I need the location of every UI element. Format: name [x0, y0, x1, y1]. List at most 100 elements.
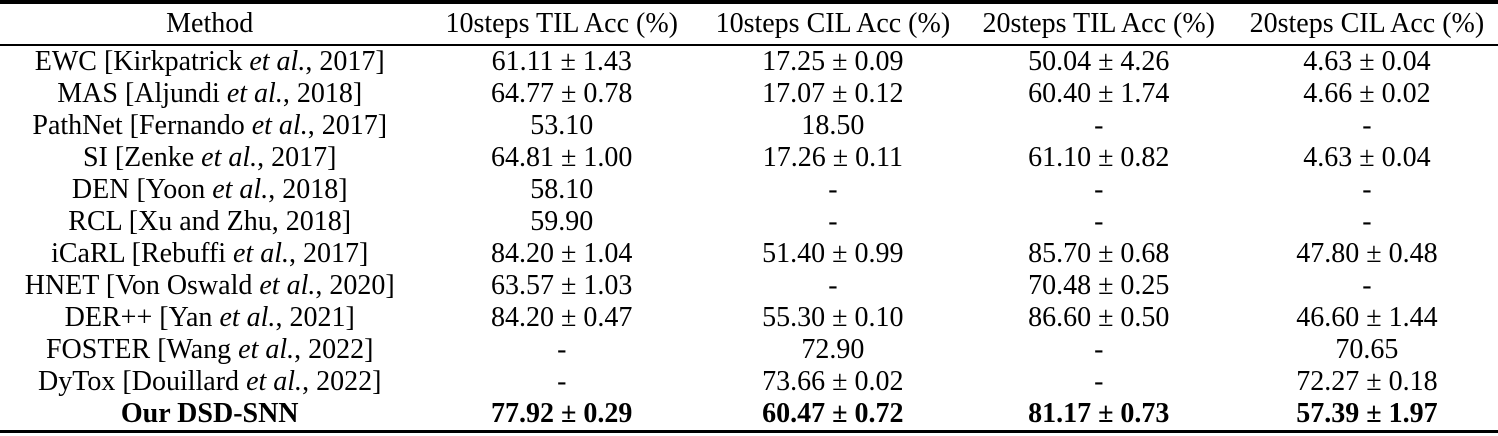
- method-name: DyTox [Douillard: [38, 366, 247, 397]
- method-cell: DER++ [Yan et al., 2021]: [0, 302, 419, 334]
- value-cell-10steps-cil: 18.50: [801, 110, 865, 141]
- table-header: Method 10steps TIL Acc (%) 10steps CIL A…: [0, 2, 1498, 46]
- method-cell: PathNet [Fernando et al., 2017]: [0, 110, 419, 142]
- method-cell: iCaRL [Rebuffi et al., 2017]: [0, 238, 419, 270]
- value-cell-20steps-cil: 4.66 ± 0.02: [1303, 78, 1431, 109]
- value-cell-20steps-cil: -: [1362, 110, 1372, 141]
- value-cell-10steps-til: 63.57 ± 1.03: [491, 270, 633, 301]
- method-cell: FOSTER [Wang et al., 2022]: [0, 334, 419, 366]
- value-cell-10steps-cil: 51.40 ± 0.99: [762, 238, 904, 269]
- value-cell-20steps-til: 86.60 ± 0.50: [1028, 302, 1170, 333]
- method-etal: et al.: [251, 110, 308, 141]
- value-cell-10steps-cil: -: [828, 270, 838, 301]
- method-name: SI [Zenke: [82, 142, 202, 173]
- value-cell-20steps-til: -: [1094, 334, 1104, 365]
- value-cell-10steps-til: 64.81 ± 1.00: [491, 142, 633, 173]
- table-row: Our DSD-SNN 77.92 ± 0.29 60.47 ± 0.72 81…: [0, 398, 1498, 432]
- table-row: MAS [Aljundi et al., 2018] 64.77 ± 0.78 …: [0, 78, 1498, 110]
- column-header-10steps-cil: 10steps CIL Acc (%): [704, 2, 962, 46]
- method-cell: DyTox [Douillard et al., 2022]: [0, 366, 419, 398]
- method-name: PathNet [Fernando: [32, 110, 252, 141]
- method-name: FOSTER [Wang: [45, 334, 239, 365]
- method-etal: et al.: [201, 142, 258, 173]
- value-cell-10steps-cil: 17.07 ± 0.12: [762, 78, 904, 109]
- method-cell: Our DSD-SNN: [0, 398, 419, 432]
- method-name: HNET [Von Oswald: [24, 270, 260, 301]
- method-name: MAS [Aljundi: [57, 78, 227, 109]
- method-cell: MAS [Aljundi et al., 2018]: [0, 78, 419, 110]
- value-cell-10steps-til: 64.77 ± 0.78: [491, 78, 633, 109]
- column-header-10steps-til: 10steps TIL Acc (%): [419, 2, 705, 46]
- method-etal: et al.: [259, 270, 316, 301]
- table-row: PathNet [Fernando et al., 2017] 53.10 18…: [0, 110, 1498, 142]
- method-name-suffix: , 2018]: [282, 78, 363, 109]
- value-cell-20steps-cil: 47.80 ± 0.48: [1296, 238, 1438, 269]
- value-cell-20steps-cil: 57.39 ± 1.97: [1296, 398, 1438, 429]
- method-name-suffix: , 2017]: [289, 238, 369, 269]
- method-name-suffix: , 2018]: [268, 174, 348, 205]
- method-name-suffix: , 2022]: [294, 334, 374, 365]
- value-cell-10steps-til: 84.20 ± 1.04: [491, 238, 633, 269]
- column-header-20steps-til: 20steps TIL Acc (%): [961, 2, 1236, 46]
- value-cell-10steps-til: 84.20 ± 0.47: [491, 302, 633, 333]
- value-cell-10steps-til: -: [557, 334, 567, 365]
- header-row: Method 10steps TIL Acc (%) 10steps CIL A…: [0, 2, 1498, 46]
- method-etal: et al.: [246, 366, 303, 397]
- value-cell-20steps-til: 70.48 ± 0.25: [1028, 270, 1170, 301]
- method-etal: et al.: [233, 238, 290, 269]
- method-etal: et al.: [212, 174, 269, 205]
- column-header-method: Method: [0, 2, 420, 46]
- value-cell-10steps-cil: 72.90: [801, 334, 865, 365]
- method-name: DEN [Yoon: [71, 174, 213, 205]
- method-cell: SI [Zenke et al., 2017]: [0, 142, 419, 174]
- method-cell: HNET [Von Oswald et al., 2020]: [0, 270, 419, 302]
- method-cell: DEN [Yoon et al., 2018]: [0, 174, 419, 206]
- value-cell-20steps-til: 61.10 ± 0.82: [1028, 142, 1170, 173]
- value-cell-10steps-cil: -: [828, 206, 838, 237]
- value-cell-20steps-cil: 70.65: [1335, 334, 1399, 365]
- value-cell-20steps-til: -: [1094, 110, 1104, 141]
- value-cell-20steps-cil: 4.63 ± 0.04: [1303, 46, 1431, 77]
- value-cell-10steps-cil: 73.66 ± 0.02: [762, 366, 904, 397]
- value-cell-20steps-cil: 72.27 ± 0.18: [1296, 366, 1438, 397]
- method-name-suffix: , 2021]: [275, 302, 355, 333]
- method-name-suffix: , 2017]: [257, 142, 337, 173]
- table-row: DyTox [Douillard et al., 2022] - 73.66 ±…: [0, 366, 1498, 398]
- value-cell-10steps-cil: 17.26 ± 0.11: [762, 142, 904, 173]
- value-cell-10steps-cil: 60.47 ± 0.72: [762, 398, 904, 429]
- method-name: EWC [Kirkpatrick: [34, 46, 250, 77]
- table-row: iCaRL [Rebuffi et al., 2017] 84.20 ± 1.0…: [0, 238, 1498, 270]
- value-cell-20steps-cil: -: [1362, 270, 1372, 301]
- table-row: FOSTER [Wang et al., 2022] - 72.90 - 70.…: [0, 334, 1498, 366]
- method-cell: EWC [Kirkpatrick et al., 2017]: [0, 45, 419, 78]
- method-name-suffix: , 2020]: [315, 270, 395, 301]
- value-cell-10steps-til: 77.92 ± 0.29: [491, 398, 633, 429]
- method-etal: et al.: [226, 78, 283, 109]
- table-row: DER++ [Yan et al., 2021] 84.20 ± 0.47 55…: [0, 302, 1498, 334]
- value-cell-20steps-til: 81.17 ± 0.73: [1028, 398, 1170, 429]
- value-cell-10steps-til: -: [557, 366, 567, 397]
- value-cell-10steps-cil: 55.30 ± 0.10: [762, 302, 904, 333]
- table-row: SI [Zenke et al., 2017] 64.81 ± 1.00 17.…: [0, 142, 1498, 174]
- table-body: EWC [Kirkpatrick et al., 2017] 61.11 ± 1…: [0, 45, 1498, 432]
- table-row: DEN [Yoon et al., 2018] 58.10 - - -: [0, 174, 1498, 206]
- table-row: HNET [Von Oswald et al., 2020] 63.57 ± 1…: [0, 270, 1498, 302]
- method-etal: et al.: [238, 334, 295, 365]
- value-cell-10steps-til: 59.90: [530, 206, 594, 237]
- method-name-suffix: , 2017]: [307, 110, 388, 141]
- method-cell: RCL [Xu and Zhu, 2018]: [0, 206, 419, 238]
- value-cell-20steps-til: -: [1094, 174, 1104, 205]
- method-etal: et al.: [249, 46, 306, 77]
- value-cell-20steps-cil: -: [1362, 174, 1372, 205]
- table-row: RCL [Xu and Zhu, 2018] 59.90 - - -: [0, 206, 1498, 238]
- value-cell-20steps-til: -: [1094, 366, 1104, 397]
- method-name-suffix: , 2022]: [302, 366, 382, 397]
- method-name: DER++ [Yan: [64, 302, 220, 333]
- method-etal: et al.: [219, 302, 276, 333]
- table-row: EWC [Kirkpatrick et al., 2017] 61.11 ± 1…: [0, 45, 1498, 78]
- column-header-20steps-cil: 20steps CIL Acc (%): [1235, 2, 1498, 46]
- value-cell-20steps-cil: 4.63 ± 0.04: [1303, 142, 1431, 173]
- value-cell-20steps-til: 85.70 ± 0.68: [1028, 238, 1170, 269]
